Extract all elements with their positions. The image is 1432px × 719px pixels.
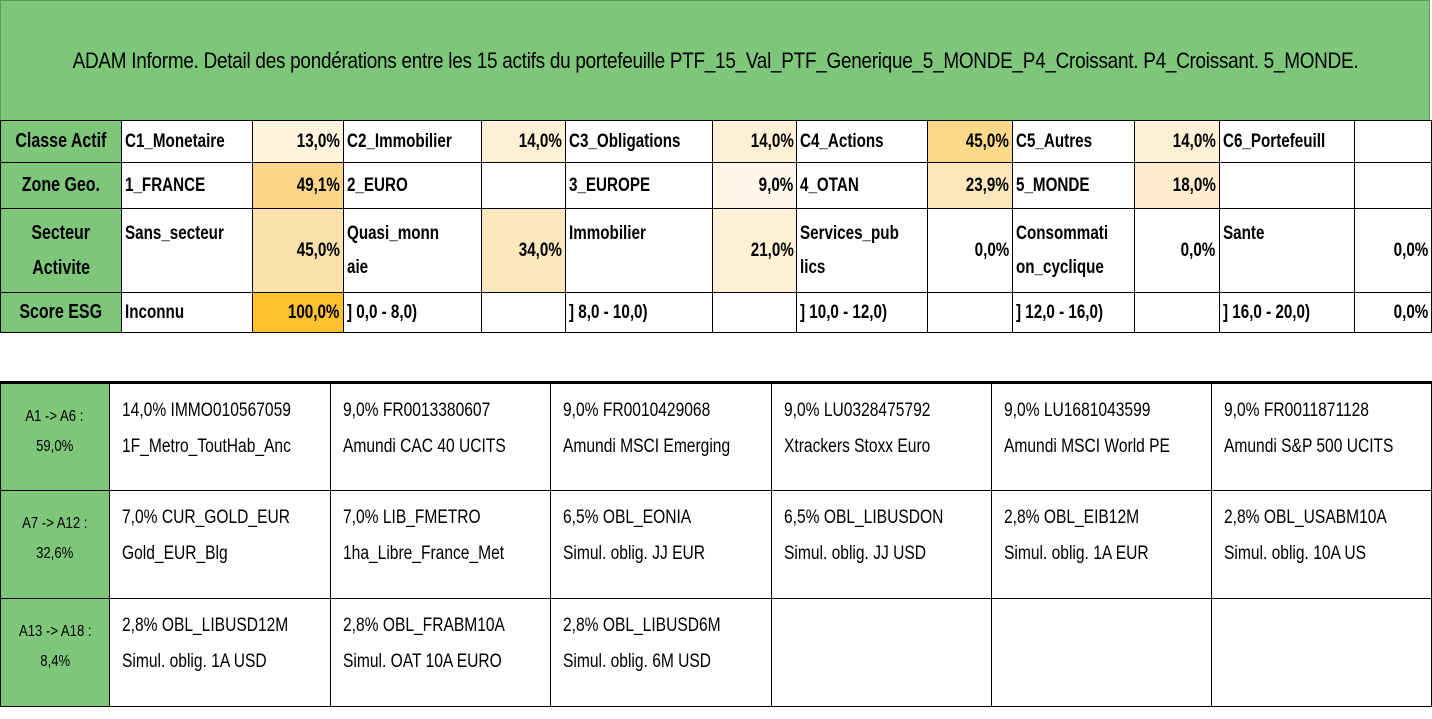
zone-cell-2-pct[interactable] xyxy=(480,162,567,209)
asset-cell[interactable]: 6,5% OBL_EONIA Simul. oblig. JJ EUR xyxy=(549,490,772,599)
asset-cell[interactable]: 14,0% IMMO010567059 1F_Metro_ToutHab_Anc xyxy=(108,382,331,491)
esg-cell-6-name[interactable]: ] 16,0 - 20,0) xyxy=(1218,292,1355,333)
esg-cell-2-pct[interactable] xyxy=(480,292,567,333)
zone-geo-header[interactable]: Zone Geo. xyxy=(0,162,122,209)
asset-group-row-3: A13 -> A18 :8,4% 2,8% OBL_LIBUSD12M Simul… xyxy=(0,598,1432,707)
classe-cell-4-pct[interactable]: 45,0% xyxy=(927,120,1013,163)
secteur-cell-4-name[interactable]: Services_pub lics xyxy=(796,208,929,293)
asset-cell[interactable]: 9,0% LU0328475792 Xtrackers Stoxx Euro xyxy=(770,382,992,491)
esg-cell-3-pct[interactable] xyxy=(711,292,798,333)
classe-cell-1-name[interactable]: C1_Monetaire xyxy=(120,120,254,163)
asset-cell[interactable]: 7,0% LIB_FMETRO 1ha_Libre_France_Met xyxy=(329,490,551,599)
classe-cell-5-name[interactable]: C5_Autres xyxy=(1011,120,1135,163)
asset-cell[interactable]: 2,8% OBL_USABM10A Simul. oblig. 10A US xyxy=(1211,490,1432,599)
asset-cell[interactable]: 2,8% OBL_FRABM10A Simul. OAT 10A EURO xyxy=(329,598,551,707)
zone-cell-5-name[interactable]: 5_MONDE xyxy=(1011,162,1135,209)
secteur-cell-5-pct[interactable]: 0,0% xyxy=(1133,208,1220,293)
esg-cell-4-name[interactable]: ] 10,0 - 12,0) xyxy=(796,292,929,333)
esg-cell-1-pct[interactable]: 100,0% xyxy=(252,292,344,333)
asset-cell[interactable]: 2,8% OBL_EIB12M Simul. oblig. 1A EUR xyxy=(990,490,1213,599)
asset-cell[interactable]: 7,0% CUR_GOLD_EUR Gold_EUR_Blg xyxy=(108,490,331,599)
zone-cell-6-pct[interactable] xyxy=(1353,162,1432,209)
row-score-esg: Score ESG Inconnu 100,0% ] 0,0 - 8,0) ] … xyxy=(0,292,1432,333)
classe-actif-header[interactable]: Classe Actif xyxy=(0,120,122,163)
esg-cell-5-pct[interactable] xyxy=(1133,292,1220,333)
esg-cell-5-name[interactable]: ] 12,0 - 16,0) xyxy=(1011,292,1135,333)
zone-cell-2-name[interactable]: 2_EURO xyxy=(342,162,482,209)
classe-cell-1-pct[interactable]: 13,0% xyxy=(252,120,344,163)
assets-grid: A1 -> A6 :59,0% 14,0% IMMO010567059 1F_Me… xyxy=(0,381,1432,707)
secteur-cell-5-name[interactable]: Consommati on_cyclique xyxy=(1011,208,1135,293)
zone-cell-1-name[interactable]: 1_FRANCE xyxy=(120,162,254,209)
asset-cell[interactable] xyxy=(1211,598,1432,707)
zone-cell-6-name[interactable] xyxy=(1218,162,1355,209)
zone-cell-3-pct[interactable]: 9,0% xyxy=(711,162,798,209)
classe-cell-5-pct[interactable]: 14,0% xyxy=(1133,120,1220,163)
esg-cell-6-pct[interactable]: 0,0% xyxy=(1353,292,1432,333)
row-classe-actif: Classe Actif C1_Monetaire 13,0% C2_Immob… xyxy=(0,120,1432,163)
zone-cell-5-pct[interactable]: 18,0% xyxy=(1133,162,1220,209)
score-esg-header[interactable]: Score ESG xyxy=(0,292,122,333)
zone-cell-4-pct[interactable]: 23,9% xyxy=(927,162,1013,209)
row-zone-geo: Zone Geo. 1_FRANCE 49,1% 2_EURO 3_EUROPE… xyxy=(0,162,1432,209)
asset-cell[interactable]: 9,0% FR0011871128 Amundi S&P 500 UCITS xyxy=(1211,382,1432,491)
secteur-cell-1-name[interactable]: Sans_secteur xyxy=(120,208,254,293)
group-1-label[interactable]: A1 -> A6 :59,0% xyxy=(0,382,110,491)
secteur-cell-6-name[interactable]: Sante xyxy=(1218,208,1355,293)
secteur-cell-3-pct[interactable]: 21,0% xyxy=(711,208,798,293)
asset-cell[interactable]: 9,0% LU1681043599 Amundi MSCI World PE xyxy=(990,382,1213,491)
secteur-cell-2-pct[interactable]: 34,0% xyxy=(480,208,567,293)
asset-group-row-1: A1 -> A6 :59,0% 14,0% IMMO010567059 1F_Me… xyxy=(0,382,1432,491)
report-title-cell[interactable]: ADAM Informe. Detail des pondérations en… xyxy=(0,0,1430,121)
esg-cell-4-pct[interactable] xyxy=(927,292,1013,333)
asset-cell[interactable] xyxy=(990,598,1213,707)
asset-cell[interactable]: 9,0% FR0013380607 Amundi CAC 40 UCITS xyxy=(329,382,551,491)
classe-cell-2-name[interactable]: C2_Immobilier xyxy=(342,120,482,163)
secteur-cell-2-name[interactable]: Quasi_monn aie xyxy=(342,208,482,293)
asset-cell[interactable] xyxy=(770,598,992,707)
asset-cell[interactable]: 9,0% FR0010429068 Amundi MSCI Emerging xyxy=(549,382,772,491)
asset-group-row-2: A7 -> A12 :32,6% 7,0% CUR_GOLD_EUR Gold_E… xyxy=(0,490,1432,599)
secteur-cell-3-name[interactable]: Immobilier xyxy=(565,208,713,293)
secteur-cell-4-pct[interactable]: 0,0% xyxy=(927,208,1013,293)
esg-cell-3-name[interactable]: ] 8,0 - 10,0) xyxy=(565,292,713,333)
row-secteur-activite: Secteur Activite Sans_secteur 45,0% Quas… xyxy=(0,208,1432,293)
classe-cell-4-name[interactable]: C4_Actions xyxy=(796,120,929,163)
esg-cell-2-name[interactable]: ] 0,0 - 8,0) xyxy=(342,292,482,333)
secteur-cell-1-pct[interactable]: 45,0% xyxy=(252,208,344,293)
secteur-header[interactable]: Secteur Activite xyxy=(0,208,122,293)
zone-cell-1-pct[interactable]: 49,1% xyxy=(252,162,344,209)
summary-grid: Classe Actif C1_Monetaire 13,0% C2_Immob… xyxy=(0,120,1432,333)
classe-cell-6-pct[interactable] xyxy=(1353,120,1432,163)
classe-cell-3-name[interactable]: C3_Obligations xyxy=(565,120,713,163)
secteur-cell-6-pct[interactable]: 0,0% xyxy=(1353,208,1432,293)
zone-cell-3-name[interactable]: 3_EUROPE xyxy=(565,162,713,209)
asset-cell[interactable]: 6,5% OBL_LIBUSDON Simul. oblig. JJ USD xyxy=(770,490,992,599)
classe-cell-3-pct[interactable]: 14,0% xyxy=(711,120,798,163)
asset-cell[interactable]: 2,8% OBL_LIBUSD6M Simul. oblig. 6M USD xyxy=(549,598,772,707)
asset-cell[interactable]: 2,8% OBL_LIBUSD12M Simul. oblig. 1A USD xyxy=(108,598,331,707)
report-title: ADAM Informe. Detail des pondérations en… xyxy=(72,47,1358,73)
classe-cell-6-name[interactable]: C6_Portefeuill xyxy=(1218,120,1355,163)
group-2-label[interactable]: A7 -> A12 :32,6% xyxy=(0,490,110,599)
esg-cell-1-name[interactable]: Inconnu xyxy=(120,292,254,333)
zone-cell-4-name[interactable]: 4_OTAN xyxy=(796,162,929,209)
group-3-label[interactable]: A13 -> A18 :8,4% xyxy=(0,598,110,707)
classe-cell-2-pct[interactable]: 14,0% xyxy=(480,120,567,163)
